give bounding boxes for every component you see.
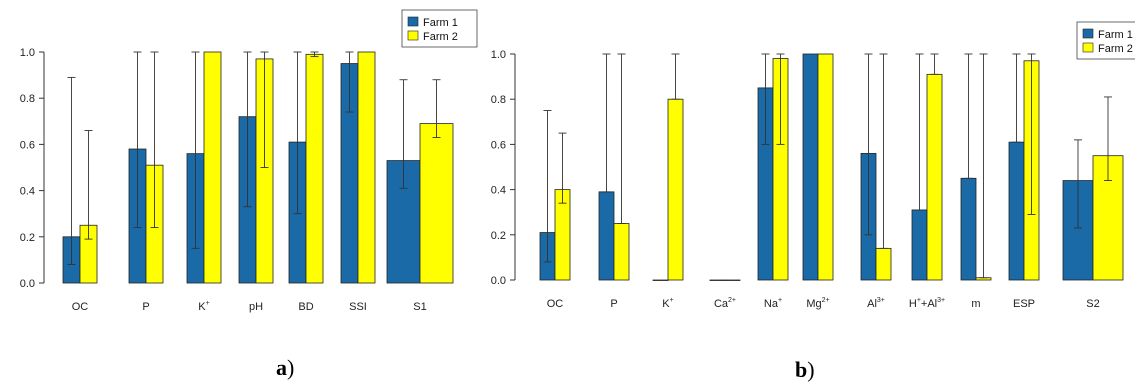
- bar-farm1: [709, 279, 726, 281]
- bar-farm1: [911, 209, 928, 281]
- bar-farm2: [926, 73, 943, 281]
- bar-farm1: [598, 191, 615, 281]
- legend-label: Farm 2: [423, 31, 458, 43]
- panel-a-label: a): [276, 355, 294, 381]
- bar-farm2: [667, 98, 684, 281]
- bar-farm2: [817, 53, 834, 281]
- y-tick-label: 0.0: [20, 278, 35, 290]
- x-tick-label: P: [610, 298, 617, 310]
- x-tick-label: pH: [249, 301, 263, 313]
- x-tick-label: Na+: [764, 297, 782, 310]
- x-tick-label: OC: [547, 298, 564, 310]
- y-tick-label: 0.2: [491, 230, 506, 242]
- x-tick-label: P: [142, 301, 149, 313]
- bar-farm2: [305, 53, 324, 284]
- y-tick-label: 0.6: [20, 139, 35, 151]
- panel-a-letter: a: [276, 355, 287, 380]
- bar-farm2: [419, 123, 454, 284]
- legend: Farm 1 Farm 2: [1076, 21, 1135, 60]
- panel-b-suffix: ): [807, 357, 815, 382]
- y-tick-label: 0.2: [20, 232, 35, 244]
- x-tick-label: S2: [1086, 298, 1099, 310]
- legend-swatch: [1082, 28, 1094, 39]
- legend-label: Farm 2: [1098, 43, 1133, 55]
- bar-farm1: [802, 53, 819, 281]
- bar-farm1: [652, 279, 669, 281]
- bar-farm2: [203, 51, 222, 284]
- x-tick-label: K+: [662, 297, 673, 310]
- legend-swatch: [407, 16, 419, 27]
- x-tick-label: SSI: [349, 301, 367, 313]
- x-tick-label: Mg2+: [806, 297, 829, 310]
- panel-b-letter: b: [795, 357, 808, 382]
- bar-farm1: [1008, 141, 1025, 281]
- x-tick-label: K+: [198, 300, 209, 313]
- panel-a-suffix: ): [287, 355, 295, 380]
- x-tick-label: Al3+: [867, 297, 885, 310]
- y-tick-label: 0.4: [20, 186, 35, 198]
- y-tick-label: 0.8: [491, 94, 506, 106]
- legend-swatch: [407, 30, 419, 41]
- legend-box: [401, 9, 478, 48]
- legend-label: Farm 1: [423, 17, 458, 29]
- y-tick-label: 0.4: [491, 185, 506, 197]
- x-tick-label: S1: [413, 301, 426, 313]
- x-tick-label: BD: [298, 301, 313, 313]
- panel-b-label: b): [795, 357, 815, 383]
- chart-panel-b: 0.0 0.2 0.4 0.6 0.8 1.0 OC P K+ Ca2+ Na+ Mg2+ Al3+ H+…: [491, 21, 1135, 310]
- bar-farm2: [875, 247, 892, 281]
- legend-box: [1076, 21, 1135, 60]
- y-tick-label: 1.0: [491, 49, 506, 61]
- y-tick-label: 0.0: [491, 275, 506, 287]
- x-tick-label: ESP: [1013, 298, 1035, 310]
- x-tick-label: m: [971, 298, 980, 310]
- y-tick-label: 1.0: [20, 47, 35, 59]
- bar-farm2: [357, 51, 376, 284]
- x-tick-label: Ca2+: [714, 297, 736, 310]
- legend-swatch: [1082, 42, 1094, 53]
- bar-farm1: [960, 177, 977, 281]
- legend: Farm 1 Farm 2: [401, 9, 478, 48]
- legend-label: Farm 1: [1098, 29, 1133, 41]
- y-tick-label: 0.8: [20, 93, 35, 105]
- x-tick-label: OC: [72, 301, 89, 313]
- y-tick-label: 0.6: [491, 139, 506, 151]
- x-tick-label: H++Al3+: [909, 297, 945, 310]
- bar-farm2: [724, 279, 741, 281]
- bar-farm2: [613, 223, 630, 281]
